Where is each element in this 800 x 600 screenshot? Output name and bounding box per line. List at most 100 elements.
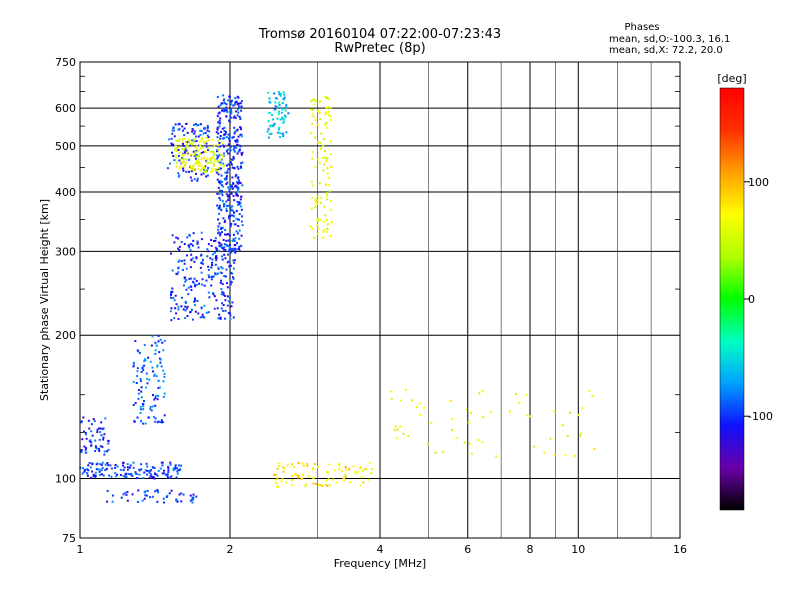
data-point [240,220,243,223]
data-point [223,130,226,133]
data-point [326,157,329,160]
data-point [107,439,110,442]
data-point [149,474,152,477]
data-point [144,494,147,497]
data-point [219,134,222,137]
data-point [238,181,241,184]
data-point [86,472,89,475]
data-point [229,121,232,124]
data-point [191,165,194,168]
data-point [216,157,219,160]
data-point [221,258,224,261]
data-point [193,152,196,155]
data-point [232,316,235,319]
data-point [317,219,320,222]
chart-subtitle: RwPretec (8p) [334,41,425,56]
data-point [184,300,187,303]
data-point [216,204,219,207]
data-point [207,265,210,268]
data-point [82,416,85,419]
data-point [140,370,143,373]
data-point [163,375,166,378]
data-point [227,312,230,315]
data-point [219,316,222,319]
data-point [225,174,228,177]
data-point [170,291,173,294]
data-point [99,427,102,430]
data-point [238,237,241,240]
data-point [139,411,142,414]
data-point [239,128,242,131]
data-point [237,182,240,185]
data-point [159,421,162,424]
data-point [211,264,214,267]
data-point [219,137,222,140]
data-point [124,473,127,476]
data-point [224,228,227,231]
data-point [184,305,187,308]
data-point [99,463,102,466]
data-point [328,184,331,187]
data-point [216,159,219,162]
data-point [215,131,218,134]
data-point [206,124,209,127]
data-point [316,158,319,161]
data-point [134,472,137,475]
data-point [322,138,325,141]
data-point [283,93,286,96]
data-point [181,268,184,271]
data-point [442,450,445,453]
data-point [276,117,279,120]
data-point [177,469,180,472]
colorbar-tick-label: -100 [748,410,773,423]
data-point [236,232,239,235]
data-point [194,283,197,286]
data-point [282,470,285,473]
y-tick-label: 600 [55,102,76,115]
data-point [327,110,330,113]
data-point [223,202,226,205]
data-point [226,205,229,208]
data-point [228,248,231,251]
data-point [322,144,325,147]
data-point [219,281,222,284]
data-point [463,441,466,444]
data-point [561,424,564,427]
data-point [143,358,146,361]
data-point [241,151,244,154]
data-point [344,474,347,477]
data-point [92,418,95,421]
data-point [218,206,221,209]
data-point [182,160,185,163]
data-point [234,175,237,178]
data-point [222,309,225,312]
data-point [326,194,329,197]
data-point [239,181,242,184]
data-point [86,474,89,477]
data-point [149,407,152,410]
data-point [225,243,228,246]
data-point [188,141,191,144]
data-point [283,96,286,99]
data-point [181,140,184,143]
data-point [199,147,202,150]
data-point [509,410,512,413]
data-point [115,475,118,478]
data-point [238,115,241,118]
data-point [234,251,237,254]
data-point [194,299,197,302]
data-point [144,469,147,472]
data-point [231,301,234,304]
data-point [180,305,183,308]
data-point [151,335,154,338]
data-point [142,365,145,368]
data-point [230,103,233,106]
data-point [146,465,149,468]
data-point [99,431,102,434]
data-point [182,142,185,145]
data-point [223,248,226,251]
data-point [285,106,288,109]
data-point [178,159,181,162]
data-point [217,166,220,169]
data-point [335,481,338,484]
